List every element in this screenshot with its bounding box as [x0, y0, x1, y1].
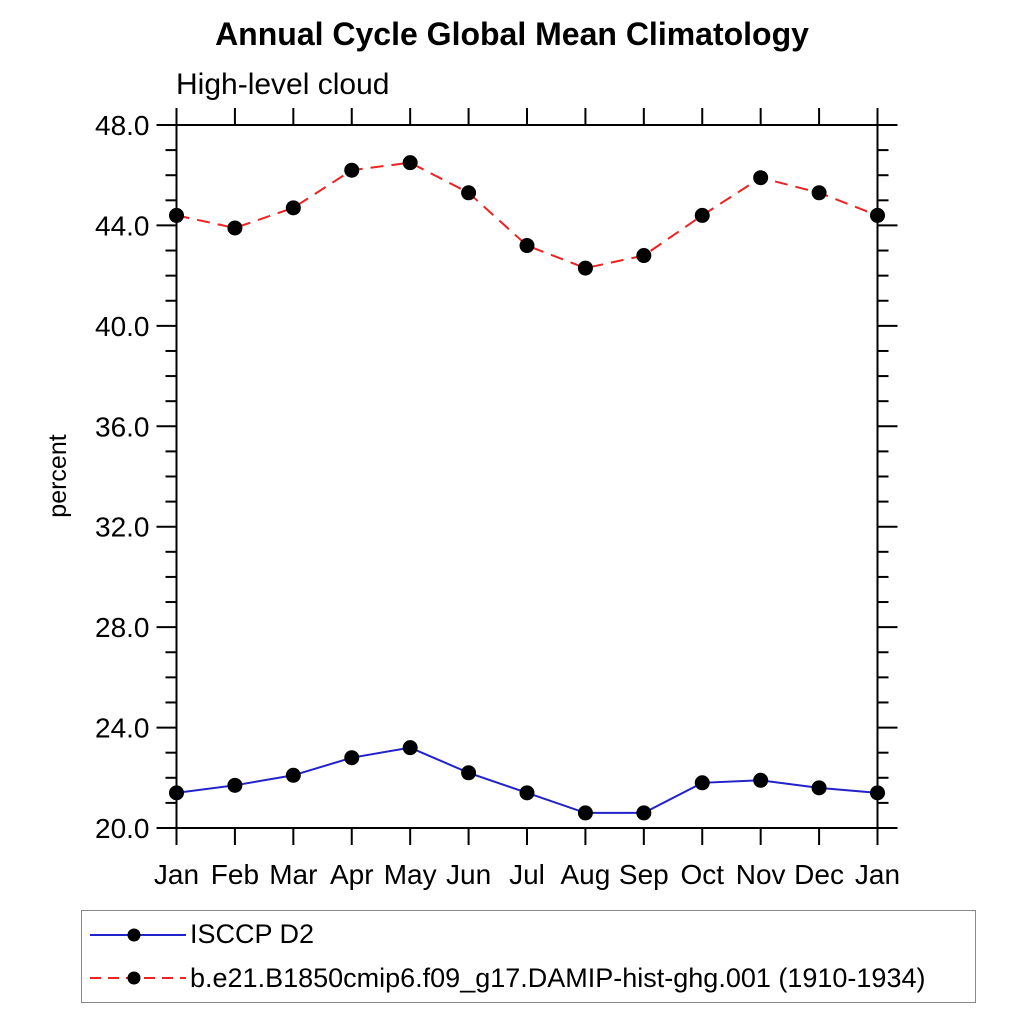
data-point-marker-0	[285, 767, 301, 783]
plot-box	[175, 124, 879, 829]
data-point-marker-0	[402, 740, 418, 756]
x-tick-label: Jun	[446, 859, 491, 890]
data-point-marker-0	[870, 785, 885, 801]
data-point-marker-0	[811, 780, 827, 796]
data-point-marker-0	[577, 805, 593, 821]
data-point-marker-1	[870, 207, 885, 223]
data-point-marker-0	[519, 785, 535, 801]
y-tick-label: 36.0	[95, 411, 150, 442]
x-tick-label: Jan	[154, 859, 199, 890]
data-point-marker-0	[753, 772, 769, 788]
x-tick-label: May	[384, 859, 437, 890]
data-point-marker-0	[694, 775, 710, 791]
legend-label-1: b.e21.B1850cmip6.f09_g17.DAMIP-hist-ghg.…	[190, 962, 926, 993]
y-tick-label: 20.0	[95, 813, 150, 844]
data-point-marker-1	[811, 185, 827, 201]
series-line-0	[176, 746, 878, 814]
chart-subtitle: High-level cloud	[176, 68, 390, 101]
x-tick-label: Jul	[509, 859, 545, 890]
x-tick-label: Jan	[855, 859, 900, 890]
y-tick-label: 32.0	[95, 512, 150, 543]
legend-label-0: ISCCP D2	[190, 919, 315, 950]
x-tick-label: Dec	[794, 859, 844, 890]
legend-item-0: ISCCP D2	[86, 914, 975, 956]
data-point-marker-0	[169, 785, 184, 801]
x-tick-label: Oct	[680, 859, 724, 890]
chart-title: Annual Cycle Global Mean Climatology	[215, 16, 809, 52]
y-tick-label: 48.0	[95, 110, 150, 141]
data-point-marker-1	[519, 238, 535, 254]
data-point-marker-1	[169, 207, 184, 223]
x-tick-label: Mar	[269, 859, 317, 890]
data-point-marker-0	[227, 777, 243, 793]
legend-marker	[127, 928, 141, 942]
y-tick-label: 44.0	[95, 210, 150, 241]
plot-area: Jan Feb Mar Apr May Jun Jul Aug Sep Oct Nov Dec Jan2…	[95, 108, 900, 890]
data-point-marker-1	[577, 260, 593, 276]
legend-item-1: b.e21.B1850cmip6.f09_g17.DAMIP-hist-ghg.…	[86, 957, 975, 999]
data-point-marker-1	[461, 185, 477, 201]
data-point-marker-1	[402, 155, 418, 171]
y-tick-label: 40.0	[95, 311, 150, 342]
x-tick-label: Apr	[330, 859, 374, 890]
data-point-marker-0	[344, 750, 360, 766]
data-point-marker-0	[461, 765, 477, 781]
data-point-marker-1	[227, 220, 243, 236]
data-point-marker-0	[636, 805, 652, 821]
data-point-marker-1	[753, 170, 769, 186]
legend-line-sample-solid	[90, 928, 186, 942]
y-tick-label: 24.0	[95, 713, 150, 744]
data-point-marker-1	[694, 207, 710, 223]
data-point-marker-1	[344, 162, 360, 178]
legend-box: ISCCP D2 b.e21.B1850cmip6.f09_g17.DAMIP-…	[81, 910, 976, 1003]
legend-line-sample-dashed	[90, 971, 186, 985]
data-point-marker-1	[636, 248, 652, 264]
legend-marker	[127, 971, 141, 985]
data-point-marker-1	[285, 200, 301, 216]
x-tick-label: Nov	[736, 859, 786, 890]
x-tick-label: Aug	[561, 859, 611, 890]
y-tick-label: 28.0	[95, 612, 150, 643]
x-tick-label: Sep	[619, 859, 669, 890]
x-tick-label: Feb	[211, 859, 259, 890]
